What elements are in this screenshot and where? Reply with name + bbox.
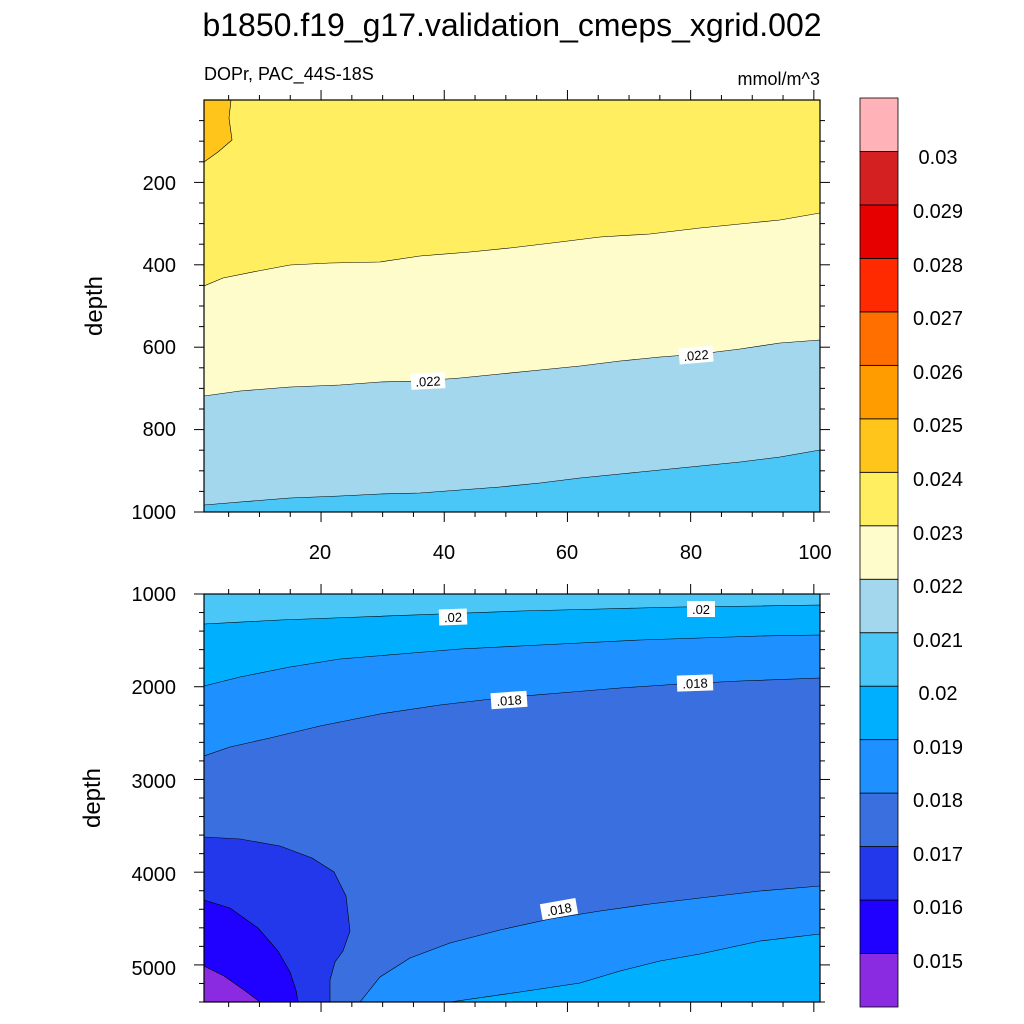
lower-ytick-label: 2000 xyxy=(132,677,177,699)
colorbar-label: 0.016 xyxy=(913,897,963,919)
lower-band-0.019-0.02-deep xyxy=(449,933,820,1002)
lower-contour-label: .02 xyxy=(438,608,468,626)
colorbar-label: 0.024 xyxy=(913,469,963,491)
upper-ytick-label: 400 xyxy=(143,255,176,277)
upper-xtick-label: 60 xyxy=(556,542,578,564)
upper-ylabel: depth xyxy=(81,276,108,336)
colorbar-swatch xyxy=(859,792,899,847)
lower-ylabel: depth xyxy=(79,768,106,828)
upper-axis-ticks xyxy=(194,90,830,522)
colorbar-swatch xyxy=(859,471,899,527)
lower-band-0.015-0.016 xyxy=(204,899,299,1002)
upper-band-0.02-0.021 xyxy=(204,449,820,512)
colorbar-swatch xyxy=(859,97,899,152)
lower-ytick-label: 1000 xyxy=(132,584,177,606)
colorbar-labels: 0.015 0.016 0.017 0.018 0.019 0.02 0.021… xyxy=(913,147,963,973)
colorbar-label: 0.023 xyxy=(913,523,963,545)
lower-contour-label: .018 xyxy=(490,690,528,710)
colorbar-label: 0.017 xyxy=(913,844,963,866)
upper-contour-label-text: .022 xyxy=(683,347,710,364)
lower-contour-label: .018 xyxy=(676,674,714,692)
upper-ytick-label: 600 xyxy=(143,337,176,359)
upper-xtick-label: 40 xyxy=(433,542,455,564)
colorbar-swatch xyxy=(859,151,899,206)
lower-contour-label-text: .018 xyxy=(682,676,708,692)
lower-ytick-label: 5000 xyxy=(132,958,177,980)
colorbar-label: 0.027 xyxy=(913,308,963,330)
colorbar-swatch xyxy=(859,846,899,901)
lower-contour-label: .02 xyxy=(687,601,715,617)
colorbar-label: 0.019 xyxy=(913,737,963,759)
units-label: mmol/m^3 xyxy=(738,69,820,89)
upper-ytick-label: 200 xyxy=(143,173,176,195)
lower-contour-label-text: .018 xyxy=(545,900,573,919)
lower-contour-label: .018 xyxy=(539,897,579,921)
colorbar-swatch xyxy=(859,258,899,313)
upper-xtick-label: 100 xyxy=(798,542,831,564)
colorbar-label: 0.03 xyxy=(919,147,958,169)
colorbar-swatch xyxy=(859,311,899,366)
lower-axis-ticks xyxy=(194,584,830,1012)
upper-contour-label: .022 xyxy=(410,372,446,390)
chart-title: b1850.f19_g17.validation_cmeps_xgrid.002 xyxy=(202,7,821,43)
lower-ytick-label: 3000 xyxy=(132,771,177,793)
upper-band-0.021-0.022 xyxy=(204,339,820,512)
upper-panel-fills xyxy=(204,100,820,512)
colorbar-label: 0.026 xyxy=(913,362,963,384)
colorbar-label: 0.018 xyxy=(913,790,963,812)
colorbar-label: 0.025 xyxy=(913,415,963,437)
lower-band-below-0.015 xyxy=(204,965,261,1002)
upper-xtick-label: 20 xyxy=(309,542,331,564)
colorbar-label: 0.028 xyxy=(913,255,963,277)
upper-contour-label-text: .022 xyxy=(415,373,441,389)
colorbar-swatch xyxy=(859,632,899,687)
colorbar-label: 0.021 xyxy=(913,630,963,652)
lower-contour-label-text: .02 xyxy=(444,610,463,626)
colorbar-label: 0.02 xyxy=(919,683,958,705)
lower-contour-label-text: .018 xyxy=(496,692,522,709)
colorbar-swatch xyxy=(859,418,899,473)
upper-contour-label: .022 xyxy=(678,345,714,365)
colorbar-label: 0.015 xyxy=(913,951,963,973)
upper-band-0.024-0.025 xyxy=(204,100,233,163)
chart-subtitle: DOPr, PAC_44S-18S xyxy=(204,64,374,85)
colorbar xyxy=(859,97,899,1008)
colorbar-label: 0.022 xyxy=(913,576,963,598)
colorbar-swatch xyxy=(859,953,899,1008)
upper-ytick-label: 1000 xyxy=(132,502,177,524)
lower-panel-fills xyxy=(204,594,820,1002)
lower-contour-label-text: .02 xyxy=(692,602,710,617)
colorbar-swatch xyxy=(859,204,899,259)
colorbar-swatch xyxy=(859,739,899,794)
colorbar-swatch xyxy=(859,578,899,634)
colorbar-swatch xyxy=(859,685,899,741)
lower-ytick-label: 4000 xyxy=(132,864,177,886)
colorbar-swatch xyxy=(859,899,899,954)
colorbar-label: 0.029 xyxy=(913,201,963,223)
upper-xtick-label: 80 xyxy=(680,542,702,564)
colorbar-swatch xyxy=(859,364,899,420)
colorbar-swatch xyxy=(859,525,899,580)
upper-ytick-label: 800 xyxy=(143,419,176,441)
